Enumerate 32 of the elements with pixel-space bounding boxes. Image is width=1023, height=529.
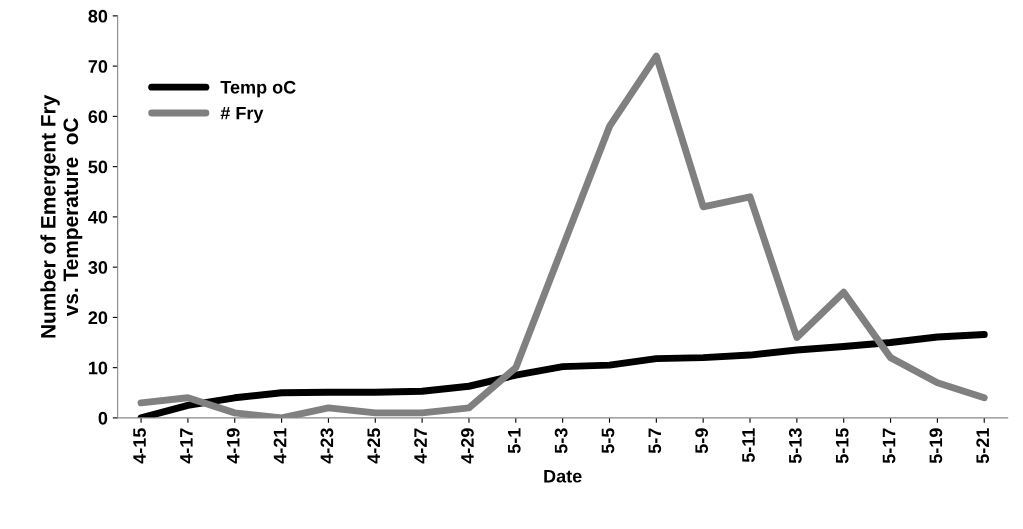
x-tick-label: 5-11 [742,428,755,463]
x-tick-label: 5-9 [695,428,709,454]
y-axis-title: Number of Emergent Fry vs. Temperature oC [40,94,83,338]
x-tick-label: 4-19 [226,428,240,464]
x-tick-label: 5-21 [976,428,990,464]
x-tick-label: 5-3 [554,428,568,454]
y-tick-label: 50 [88,160,108,174]
x-tick-label: 4-25 [367,428,381,464]
y-tick-label: 40 [88,210,108,224]
x-tick-label: 5-19 [929,428,943,464]
y-tick-label: 20 [88,311,108,325]
x-tick-label: 5-15 [835,428,849,464]
x-tick-label: 5-7 [648,428,662,454]
x-tick-label: 4-27 [414,428,427,464]
x-tick-label: 4-23 [320,428,334,464]
x-tick-label: 4-29 [461,428,474,464]
legend-label: # Fry [220,106,264,124]
x-tick-label: 4-15 [133,428,146,464]
x-axis-title: Date [544,469,582,483]
legend-label: Temp oC [220,80,296,98]
y-tick-label: 80 [88,9,108,23]
y-tick-label: 0 [98,411,108,425]
x-tick-label: 5-5 [601,428,615,454]
y-tick-label: 10 [88,361,108,375]
x-tick-label: 4-17 [180,428,193,464]
x-tick-label: 5-1 [508,428,521,454]
x-tick-label: 5-13 [788,428,802,464]
y-tick-label: 60 [88,110,108,124]
x-tick-label: 4-21 [273,428,287,464]
x-tick-label: 5-17 [882,428,896,464]
y-tick-label: 30 [88,261,108,274]
y-tick-label: 70 [88,60,108,73]
